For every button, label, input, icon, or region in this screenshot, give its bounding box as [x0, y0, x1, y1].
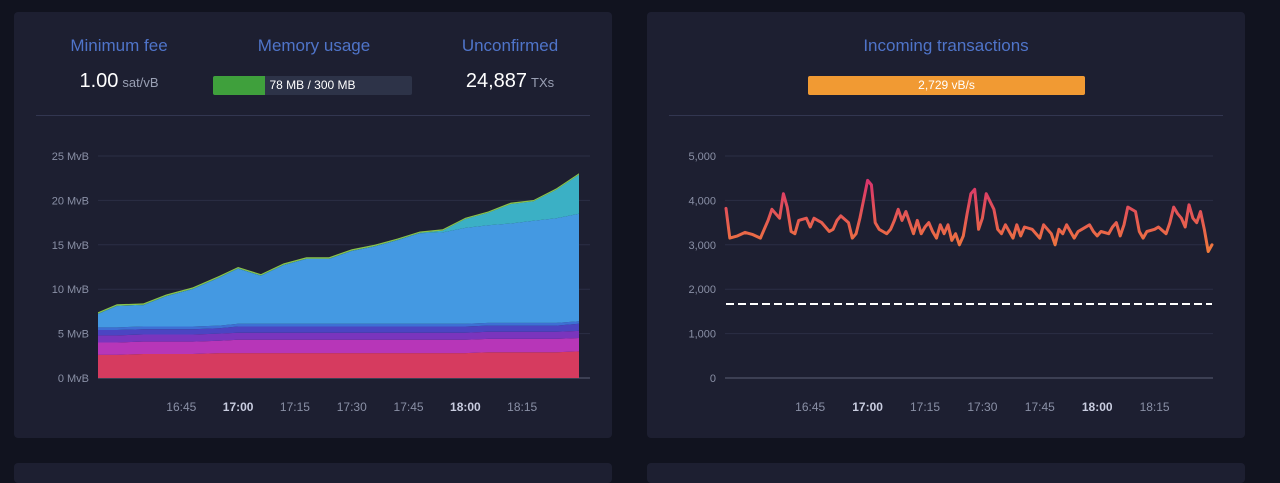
- incoming-rate-text: 2,729 vB/s: [918, 78, 975, 92]
- incoming-divider: [669, 115, 1223, 116]
- incoming-title: Incoming transactions: [863, 36, 1029, 55]
- x-tick-label: 17:00: [852, 400, 883, 414]
- y-tick-label: 3,000: [688, 240, 716, 252]
- x-tick-label: 17:30: [337, 400, 367, 414]
- mempool-chart[interactable]: 0 MvB 5 MvB 10 MvB 15 MvB 20 MvB 25 MvB 16:45 1…: [14, 130, 612, 435]
- x-tick-label: 18:00: [450, 400, 481, 414]
- unconfirmed-unit: TXs: [531, 75, 555, 90]
- memory-usage-title: Memory usage: [257, 36, 371, 55]
- area-series-3: [98, 323, 579, 336]
- bottom-card-right: [647, 463, 1245, 483]
- unconfirmed-value: 24,887: [465, 70, 528, 92]
- x-tick-label: 18:00: [1082, 400, 1113, 414]
- min-fee-title: Minimum fee: [70, 36, 168, 55]
- unconfirmed-value-row: 24,887 TXs: [434, 70, 586, 94]
- unconfirmed-stat: Unconfirmed 24,887 TXs: [434, 36, 586, 94]
- memory-usage-text: 78 MB / 300 MB: [269, 78, 356, 92]
- y-tick-label: 25 MvB: [52, 151, 89, 163]
- x-tick-label: 17:00: [223, 400, 254, 414]
- x-tick-label: 17:45: [394, 400, 424, 414]
- area-series-0: [98, 351, 579, 378]
- y-tick-label: 2,000: [688, 284, 716, 296]
- y-tick-label: 5,000: [688, 151, 716, 163]
- incoming-rate-bar-fill: [808, 76, 1085, 95]
- memory-usage-stat: Memory usage: [232, 36, 396, 56]
- x-tick-label: 17:30: [967, 400, 997, 414]
- x-tick-label: 17:15: [280, 400, 310, 414]
- y-tick-label: 5 MvB: [58, 329, 89, 341]
- y-tick-label: 4,000: [688, 195, 716, 207]
- min-fee-value-row: 1.00 sat/vB: [52, 70, 186, 94]
- x-tick-label: 17:15: [910, 400, 940, 414]
- min-fee-value: 1.00: [79, 70, 119, 92]
- incoming-chart[interactable]: 0 1,000 2,000 3,000 4,000 5,000 16:45 17:00 17:1…: [647, 130, 1245, 435]
- y-tick-label: 0: [710, 373, 716, 385]
- unconfirmed-title: Unconfirmed: [461, 36, 559, 55]
- memory-usage-bar-fill: [213, 76, 265, 95]
- y-tick-label: 0 MvB: [58, 373, 89, 385]
- incoming-card: Incoming transactions 2,729 vB/s 0 1,000 2…: [647, 12, 1245, 438]
- y-tick-label: 1,000: [688, 329, 716, 341]
- area-series-1: [98, 338, 579, 355]
- x-tick-label: 16:45: [166, 400, 196, 414]
- area-series-2: [98, 330, 579, 343]
- area-series-5: [98, 213, 579, 328]
- incoming-line-series: [724, 178, 1214, 253]
- x-tick-label: 16:45: [795, 400, 825, 414]
- min-fee-stat: Minimum fee 1.00 sat/vB: [52, 36, 186, 94]
- incoming-rate-bar: 2,729 vB/s: [808, 76, 1085, 95]
- x-tick-label: 17:45: [1025, 400, 1055, 414]
- x-tick-label: 18:15: [507, 400, 537, 414]
- y-tick-label: 20 MvB: [52, 195, 89, 207]
- min-fee-unit: sat/vB: [122, 75, 159, 90]
- memory-usage-bar: 78 MB / 300 MB: [213, 76, 412, 95]
- bottom-card-left: [14, 463, 612, 483]
- x-tick-label: 18:15: [1140, 400, 1170, 414]
- mempool-card: Minimum fee 1.00 sat/vB Memory usage 78 M…: [14, 12, 612, 438]
- incoming-stat: Incoming transactions: [647, 36, 1245, 56]
- y-tick-label: 15 MvB: [52, 240, 89, 252]
- area-series-4: [98, 321, 579, 330]
- y-tick-label: 10 MvB: [52, 284, 89, 296]
- mempool-divider: [36, 115, 590, 116]
